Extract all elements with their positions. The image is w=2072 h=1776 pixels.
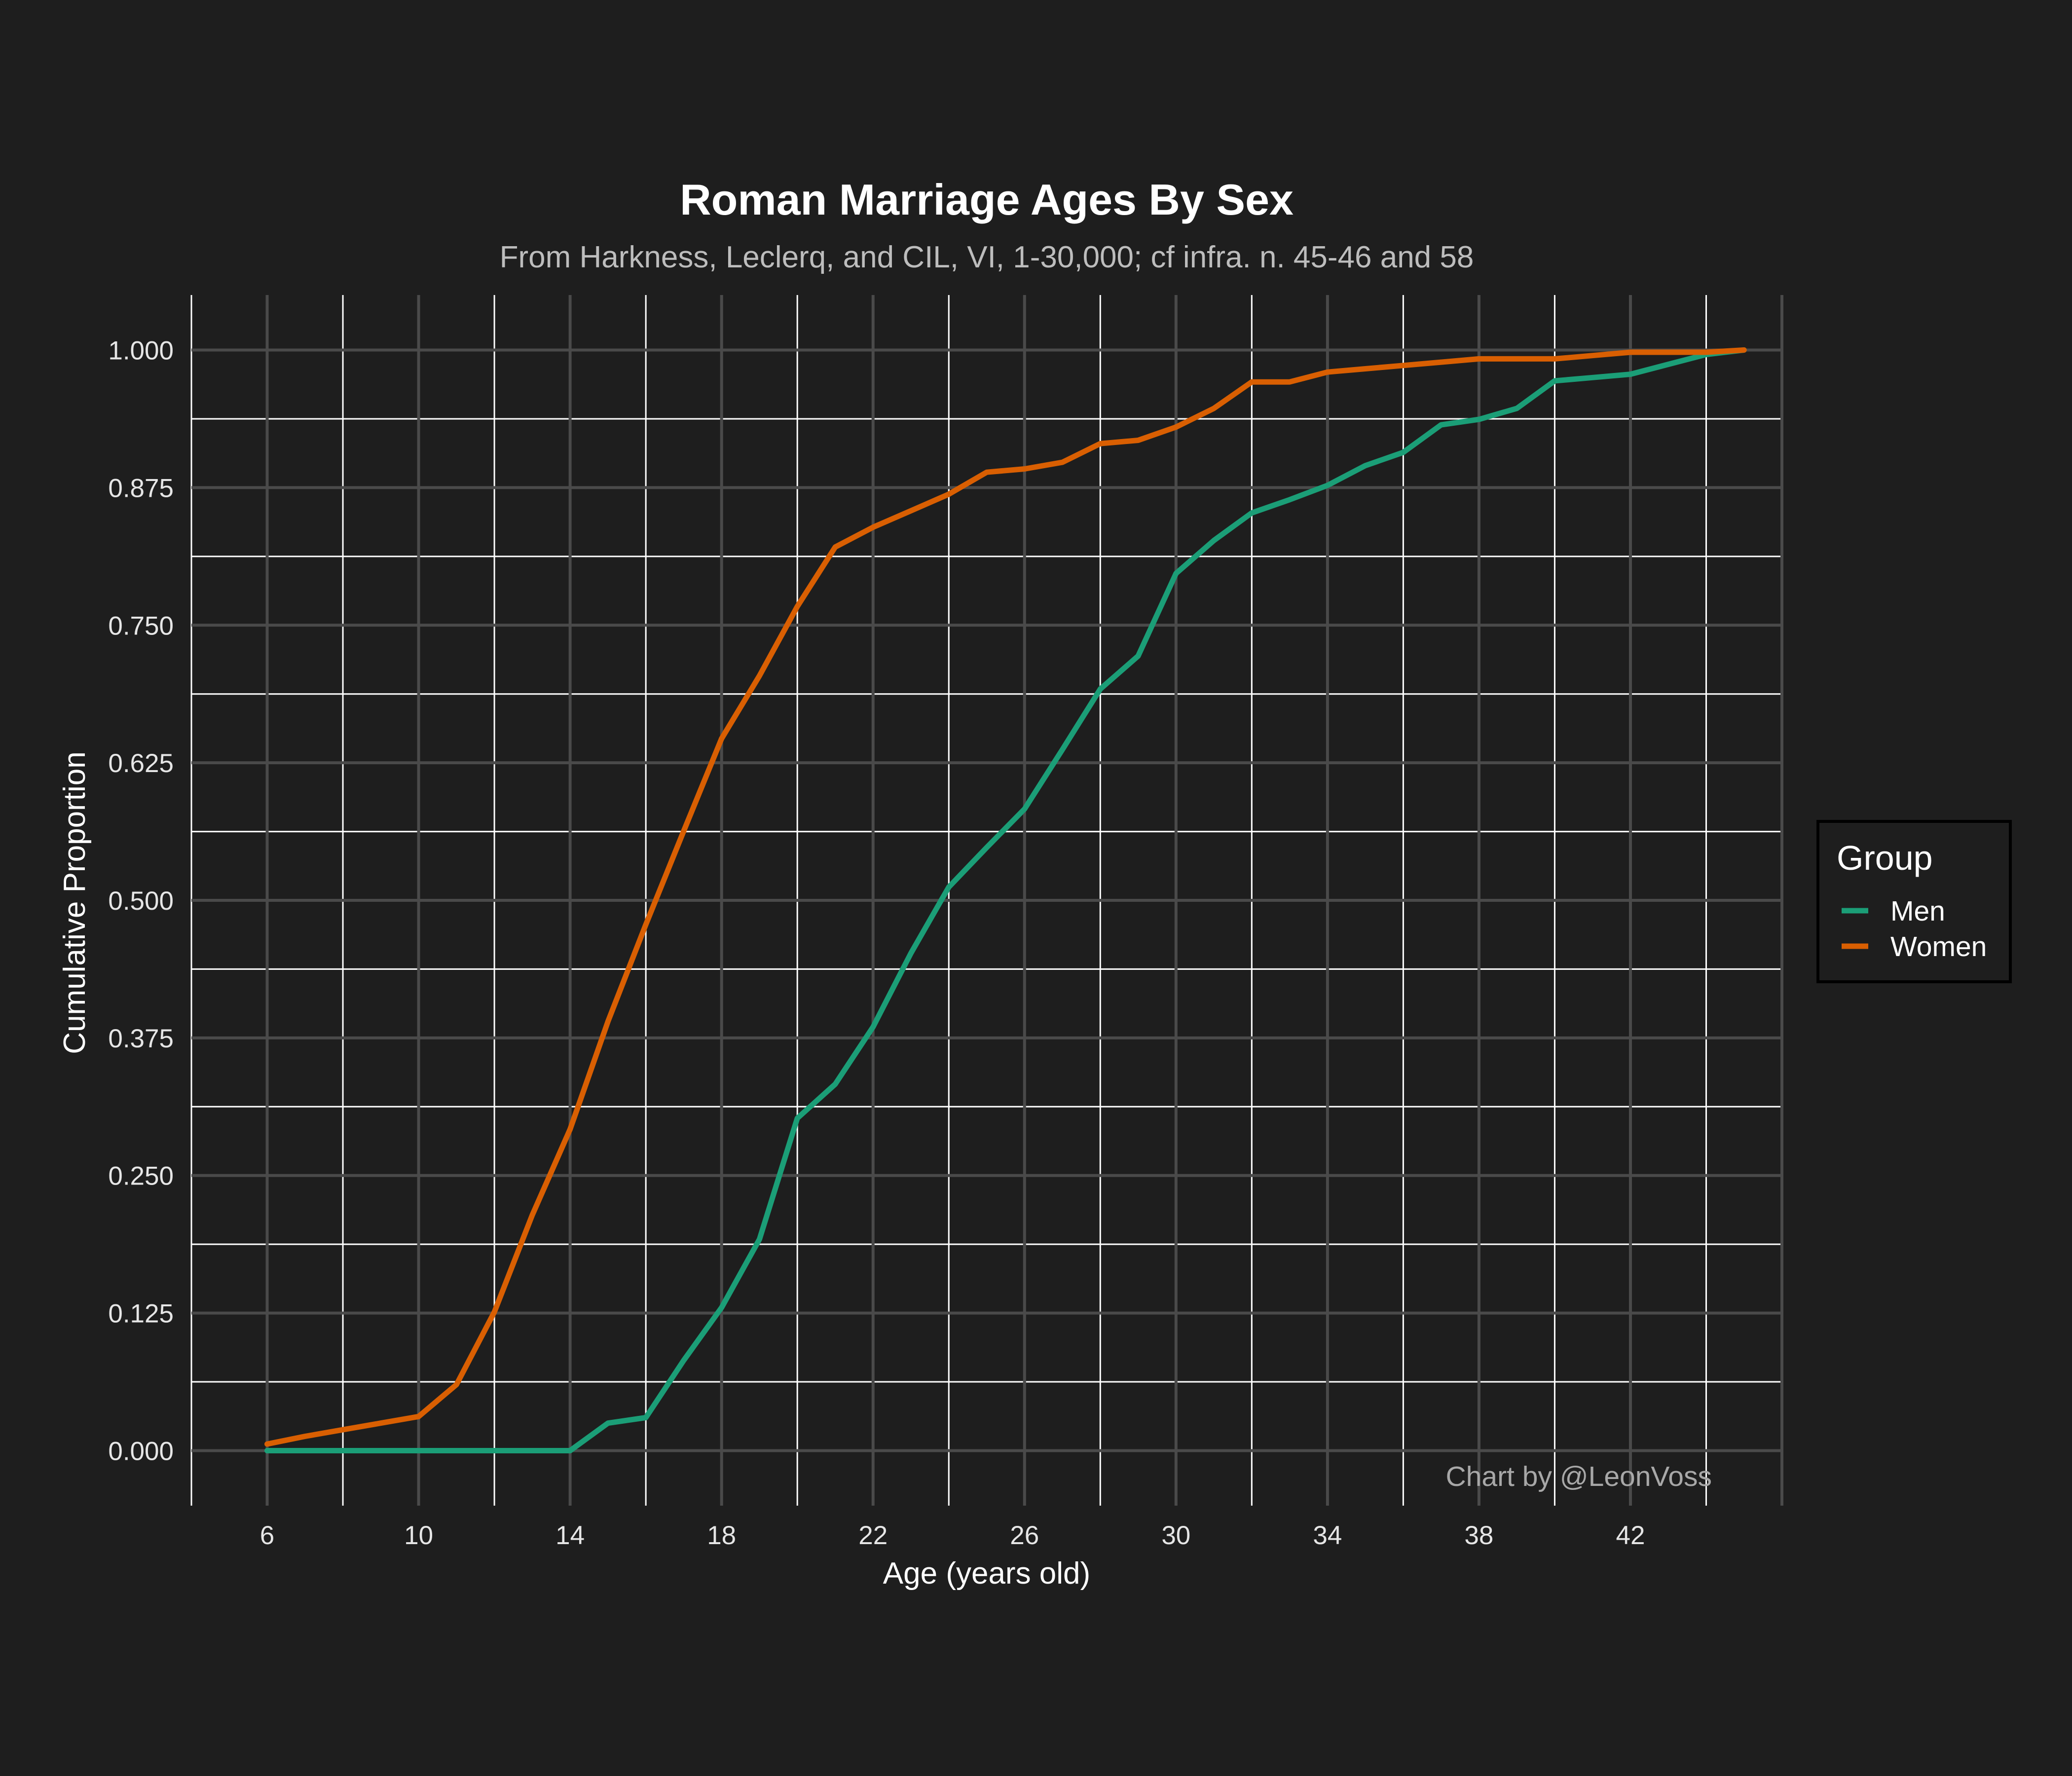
- y-tick-label: 0.875: [108, 474, 174, 503]
- x-tick-label: 14: [555, 1521, 585, 1550]
- y-tick-label: 0.500: [108, 887, 174, 916]
- y-tick-label: 0.125: [108, 1299, 174, 1329]
- y-axis-label: Cumulative Proportion: [58, 751, 92, 1054]
- x-axis-ticks: 6 10 14 18 22 26 30 34 38 42: [260, 1521, 1645, 1550]
- y-tick-label: 0.250: [108, 1162, 174, 1191]
- chart-subtitle: From Harkness, Leclerq, and CIL, VI, 1-3…: [500, 240, 1474, 274]
- y-tick-label: 0.000: [108, 1437, 174, 1466]
- x-tick-label: 42: [1616, 1521, 1645, 1550]
- x-tick-label: 6: [260, 1521, 274, 1550]
- series-lines: [264, 347, 1747, 1453]
- legend-title: Group: [1837, 839, 1933, 877]
- series-line-women: [264, 347, 1747, 1447]
- x-tick-label: 18: [707, 1521, 736, 1550]
- series-line-men: [264, 347, 1747, 1453]
- chart-caption: Chart by @LeonVoss: [1446, 1461, 1712, 1492]
- y-tick-label: 0.625: [108, 749, 174, 778]
- x-tick-label: 10: [404, 1521, 433, 1550]
- y-tick-label: 0.375: [108, 1024, 174, 1053]
- legend: Group Men Women: [1816, 820, 2012, 983]
- x-axis-label: Age (years old): [883, 1556, 1090, 1591]
- legend-label-women: Women: [1890, 931, 1987, 962]
- major-gridlines: [191, 295, 1783, 1506]
- legend-box: [1816, 820, 2012, 983]
- x-tick-label: 34: [1313, 1521, 1342, 1550]
- y-tick-label: 1.000: [108, 336, 174, 366]
- x-tick-label: 38: [1464, 1521, 1493, 1550]
- x-tick-label: 26: [1010, 1521, 1039, 1550]
- legend-label-men: Men: [1890, 895, 1945, 927]
- x-tick-label: 22: [858, 1521, 888, 1550]
- y-tick-label: 0.750: [108, 611, 174, 640]
- y-axis-ticks: 0.000 0.125 0.250 0.375 0.500 0.625 0.750 0.875…: [108, 336, 174, 1466]
- x-tick-label: 30: [1161, 1521, 1190, 1550]
- chart-title: Roman Marriage Ages By Sex: [680, 175, 1294, 224]
